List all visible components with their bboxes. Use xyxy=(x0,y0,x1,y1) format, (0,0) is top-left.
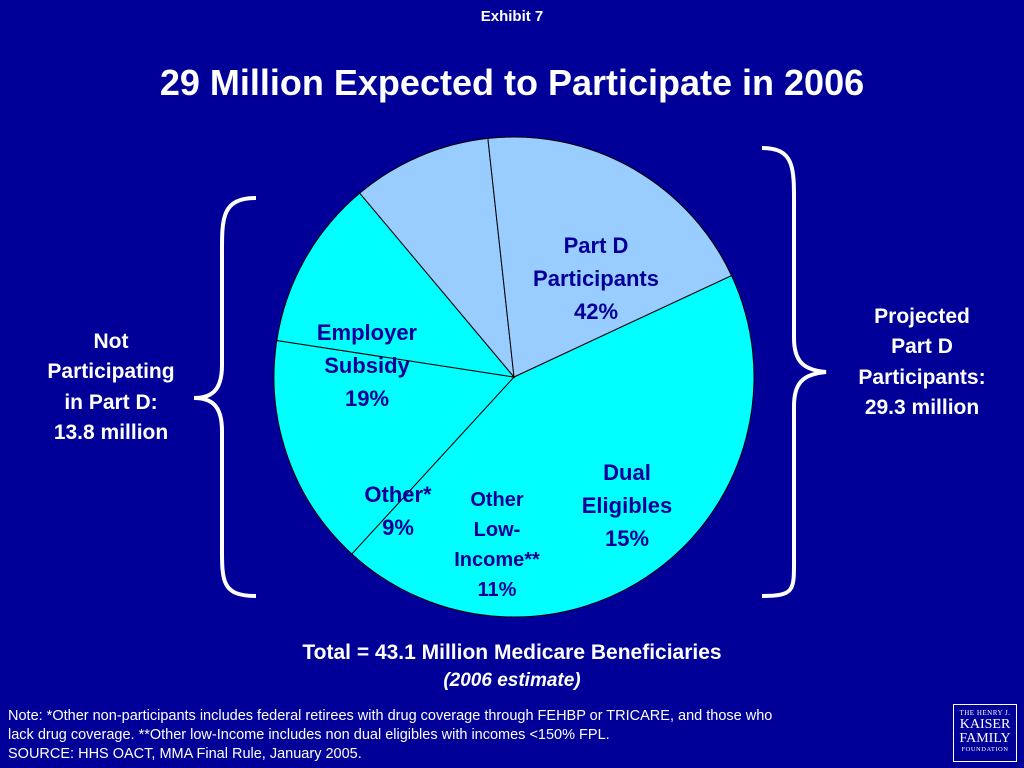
slice-value-label: 15% xyxy=(604,525,650,551)
slice-label: Part D Participants 42% xyxy=(496,229,696,328)
slice-label-text: Income** xyxy=(454,549,540,571)
slice-value-label: 19% xyxy=(344,385,390,411)
slice-label-text: Other xyxy=(470,489,524,511)
slice-label: Employer Subsidy 19% xyxy=(292,316,442,415)
slice-value-label: 9% xyxy=(382,515,414,540)
logo-text: KAISER xyxy=(959,717,1011,732)
pie-slice xyxy=(351,274,755,618)
left-brace xyxy=(193,196,257,598)
projected-participants-label: Projected Part D Participants: 29.3 mill… xyxy=(830,302,1014,424)
not-participating-label: Not Participating in Part D: 13.8 millio… xyxy=(18,327,204,449)
footnote-line: lack drug coverage. **Other low-Income i… xyxy=(8,726,610,743)
logo-text: THE HENRY J. xyxy=(959,709,1011,717)
footnotes: Note: *Other non-participants includes f… xyxy=(8,707,928,764)
total-beneficiaries: Total = 43.1 Million Medicare Beneficiar… xyxy=(302,641,722,664)
kaiser-family-foundation-logo: THE HENRY J. KAISER FAMILY FOUNDATION xyxy=(953,704,1017,762)
slice-value-label: 42% xyxy=(573,298,619,324)
not-participating-line: Not xyxy=(93,330,129,353)
pie-slice xyxy=(359,137,515,379)
slice-value-label: 11% xyxy=(477,579,517,601)
slice-label-text: Employer xyxy=(316,319,418,345)
estimate-note: (2006 estimate) xyxy=(443,670,581,691)
slice-label-text: Other* xyxy=(364,482,432,507)
chart-title: 29 Million Expected to Participate in 20… xyxy=(159,62,865,103)
slice-label-text: Low- xyxy=(473,519,521,541)
slice-label: Other Low- Income** 11% xyxy=(437,485,557,605)
logo-text: FAMILY xyxy=(959,731,1011,746)
logo-text: FOUNDATION xyxy=(961,746,1009,753)
right-brace xyxy=(761,146,827,598)
slice-label-text: Subsidy xyxy=(324,352,410,378)
projected-line: Participants: xyxy=(858,365,986,389)
not-participating-total: 13.8 million xyxy=(53,421,169,445)
not-participating-line: in Part D: xyxy=(64,390,158,414)
projected-total: 29.3 million xyxy=(864,396,980,420)
pie-slice xyxy=(276,192,516,378)
slice-label-text: Eligibles xyxy=(581,492,673,518)
slice-label: Other* 9% xyxy=(343,478,453,544)
slice-label-text: Part D xyxy=(563,232,629,258)
projected-line: Part D xyxy=(891,335,953,359)
exhibit-label: Exhibit 7 xyxy=(480,8,544,25)
pie-slice xyxy=(487,136,733,378)
slice-label-text: Participants xyxy=(533,265,659,291)
not-participating-line: Participating xyxy=(47,360,175,384)
footnote-line: Note: *Other non-participants includes f… xyxy=(8,708,773,724)
projected-line: Projected xyxy=(874,305,970,328)
pie-slice xyxy=(273,339,516,555)
slice-label: Dual Eligibles 15% xyxy=(557,456,697,555)
source-line: SOURCE: HHS OACT, MMA Final Rule, Januar… xyxy=(8,745,362,762)
slice-label-text: Dual xyxy=(603,459,651,485)
